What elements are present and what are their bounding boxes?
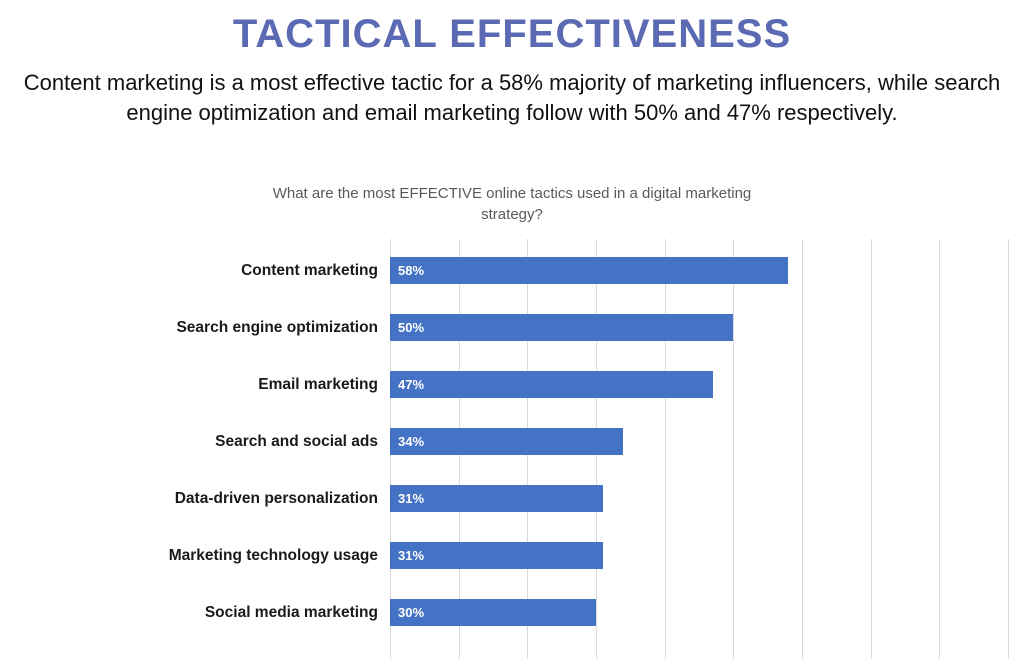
bar-track: 58% [390, 257, 1008, 285]
bar: 31% [390, 542, 603, 570]
bar-rows: Content marketing 58% Search engine optimi… [0, 239, 1024, 641]
value-label: 47% [398, 377, 425, 393]
value-label: 50% [398, 320, 425, 336]
value-label: 34% [398, 434, 425, 450]
value-label: 30% [398, 605, 425, 621]
gridline [870, 239, 872, 660]
bar-chart: What are the most EFFECTIVE online tacti… [0, 183, 1024, 660]
chart-title: What are the most EFFECTIVE online tacti… [272, 185, 752, 224]
page-subtitle: Content marketing is a most effective ta… [23, 70, 1001, 125]
bar: 47% [390, 371, 713, 399]
bar-row: Search engine optimization 50% [0, 299, 1024, 356]
value-label: 31% [398, 548, 425, 564]
bar: 50% [390, 314, 734, 342]
bar-track: 30% [390, 599, 1008, 627]
category-label: Search engine optimization [176, 318, 378, 336]
bar-track: 50% [390, 314, 1008, 342]
bar: 30% [390, 599, 596, 627]
bar-row: Data-driven personalization 31% [0, 470, 1024, 527]
gridline [733, 239, 735, 660]
category-label: Search and social ads [215, 432, 378, 450]
value-label: 31% [398, 491, 425, 507]
bar-row: Content marketing 58% [0, 242, 1024, 299]
category-label: Content marketing [241, 261, 378, 279]
bar-row: Marketing technology usage 31% [0, 527, 1024, 584]
gridline [939, 239, 941, 660]
category-label: Marketing technology usage [168, 546, 378, 564]
bar-track: 34% [390, 428, 1008, 456]
bar: 31% [390, 485, 603, 513]
gridline [802, 239, 803, 660]
bar-track: 31% [390, 485, 1008, 513]
bar: 34% [390, 428, 624, 456]
bar-row: Email marketing 47% [0, 356, 1024, 413]
bar: 58% [390, 257, 789, 285]
gridline [1008, 239, 1009, 660]
gridline [664, 239, 666, 660]
category-label: Data-driven personalization [174, 489, 378, 507]
bar-row: Social media marketing 30% [0, 584, 1024, 641]
bar-track: 31% [390, 542, 1008, 570]
value-label: 58% [398, 263, 425, 279]
bar-track: 47% [390, 371, 1008, 399]
category-label: Email marketing [258, 375, 378, 393]
plot-area: Content marketing 58% Search engine optimi… [0, 239, 1024, 660]
bar-row: Search and social ads 34% [0, 413, 1024, 470]
category-label: Social media marketing [204, 603, 378, 621]
page-title: TACTICAL EFFECTIVENESS [232, 12, 792, 56]
